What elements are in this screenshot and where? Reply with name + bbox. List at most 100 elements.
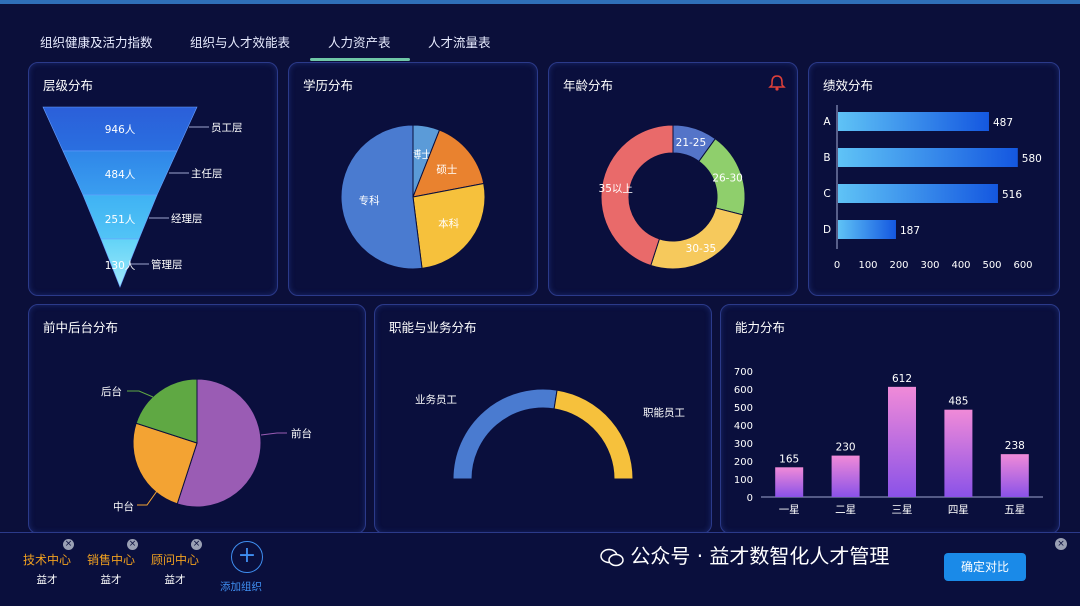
pie-slice [176,378,262,508]
bar [944,409,973,497]
tab-org-health[interactable]: 组织健康及活力指数 [40,35,153,50]
tab-talent-flow[interactable]: 人才流量表 [428,35,491,50]
y-tick-label: 0 [747,493,753,504]
slice-label: 35以上 [599,183,633,195]
bar-value-label: 230 [836,442,856,454]
x-tick-label: 300 [920,260,939,271]
card-ability-distribution: 能力分布 0 100 200 300 400 500 600 700 165 一星 230 二星 612… [720,304,1060,534]
watermark-text: 公众号 · 益才数智化人才管理 [630,544,890,568]
bar [838,220,896,239]
funnel-value-label: 130人 [105,260,136,272]
funnel-value-label: 946人 [105,124,136,136]
card-title: 绩效分布 [823,78,874,93]
bar-value-label: 487 [993,117,1013,129]
category-label: B [823,152,830,164]
slice-label: 26-30 [712,172,743,184]
org-chip-consulting[interactable]: × 顾问中心 益才 [146,539,204,595]
funnel-segment [100,238,140,288]
card-level-distribution: 层级分布 946人 484人 251人 130人 员工层 主任层 经理层 管理层 [28,62,278,296]
bar-value-label: 516 [1002,189,1022,201]
y-tick-label: 600 [734,385,753,396]
pie-slice [553,389,634,480]
card-title: 层级分布 [43,78,94,93]
close-icon[interactable]: × [63,539,74,550]
x-tick-label: 一星 [779,504,800,516]
wechat-icon [600,548,624,566]
funnel-value-label: 251人 [105,214,136,226]
ability-bar-chart: 0 100 200 300 400 500 600 700 165 一星 230 二星 612 三星 485… [734,367,1043,516]
x-tick-label: 100 [858,260,877,271]
slice-label: 前台 [291,427,312,440]
performance-bar-chart: A 487 B 580 C 516 D 187 0 100 200 300 400 500 600 [823,105,1042,271]
category-label: D [823,224,831,236]
bar-value-label: 187 [900,225,920,237]
age-donut-chart: 21-25 26-30 30-35 35以上 [599,124,746,270]
bar [775,467,804,497]
slice-label: 21-25 [676,137,707,149]
x-tick-label: 三星 [892,504,913,516]
org-company: 益才 [36,574,58,586]
bar [838,148,1018,167]
tab-hr-assets[interactable]: 人力资产表 [328,35,391,50]
bar [838,112,989,131]
plus-circle-icon[interactable]: + [231,541,263,573]
x-tick-label: 600 [1013,260,1032,271]
funnel-category-label: 经理层 [171,212,203,225]
close-icon[interactable]: × [191,539,202,550]
add-org-label[interactable]: 添加组织 [220,581,262,593]
close-icon[interactable]: × [1055,538,1067,550]
slice-label: 硕士 [436,163,457,176]
slice-label: 30-35 [686,243,717,255]
x-tick-label: 500 [982,260,1001,271]
org-chip-sales[interactable]: × 销售中心 益才 [82,539,140,595]
confirm-compare-button[interactable]: 确定对比 [944,553,1026,581]
category-label: C [823,188,830,200]
x-tick-label: 二星 [835,504,856,516]
tab-org-efficiency[interactable]: 组织与人才效能表 [190,35,291,50]
org-chip-tech[interactable]: × 技术中心 益才 [18,539,76,595]
bar [831,455,860,497]
x-tick-label: 400 [951,260,970,271]
org-company: 益才 [164,574,186,586]
y-tick-label: 400 [734,421,753,432]
org-name: 技术中心 [22,553,71,567]
x-tick-label: 0 [834,260,840,271]
card-title: 能力分布 [735,320,786,335]
bar [838,184,998,203]
slice-label: 中台 [113,500,134,513]
slice-label: 后台 [101,385,122,398]
funnel-category-label: 主任层 [191,167,223,180]
close-icon[interactable]: × [127,539,138,550]
leader-line [260,432,287,436]
funnel-value-label: 484人 [105,169,136,181]
bar-value-label: 485 [948,396,968,408]
pie-slice [452,388,558,480]
leader-line [127,390,154,398]
bar-value-label: 580 [1022,153,1042,165]
bar [1000,454,1029,497]
card-office-distribution: 前中后台分布 前台 中台 后台 [28,304,366,534]
card-education-distribution: 学历分布 博士 硕士 本科 专科 [288,62,538,296]
funnel-category-label: 员工层 [211,122,243,134]
card-age-distribution: 年龄分布 21-25 26-30 30-35 35以上 [548,62,798,296]
bar [888,386,916,497]
x-tick-label: 200 [889,260,908,271]
card-title: 职能与业务分布 [389,320,477,335]
active-tab-indicator [310,58,410,61]
bell-icon[interactable] [767,73,787,93]
pie-slice [135,378,198,444]
y-tick-label: 200 [734,457,753,468]
pie-slice [132,422,198,505]
funnel-category-label: 管理层 [151,258,183,271]
card-title: 年龄分布 [563,78,614,93]
funnel-chart: 946人 484人 251人 130人 员工层 主任层 经理层 管理层 [42,106,243,288]
x-tick-label: 五星 [1004,504,1025,516]
slice-label: 职能员工 [643,406,685,419]
org-company: 益才 [100,574,122,586]
org-name: 销售中心 [86,553,135,567]
slice-label: 业务员工 [415,393,457,406]
card-function-distribution: 职能与业务分布 业务员工职能员工 [374,304,712,534]
